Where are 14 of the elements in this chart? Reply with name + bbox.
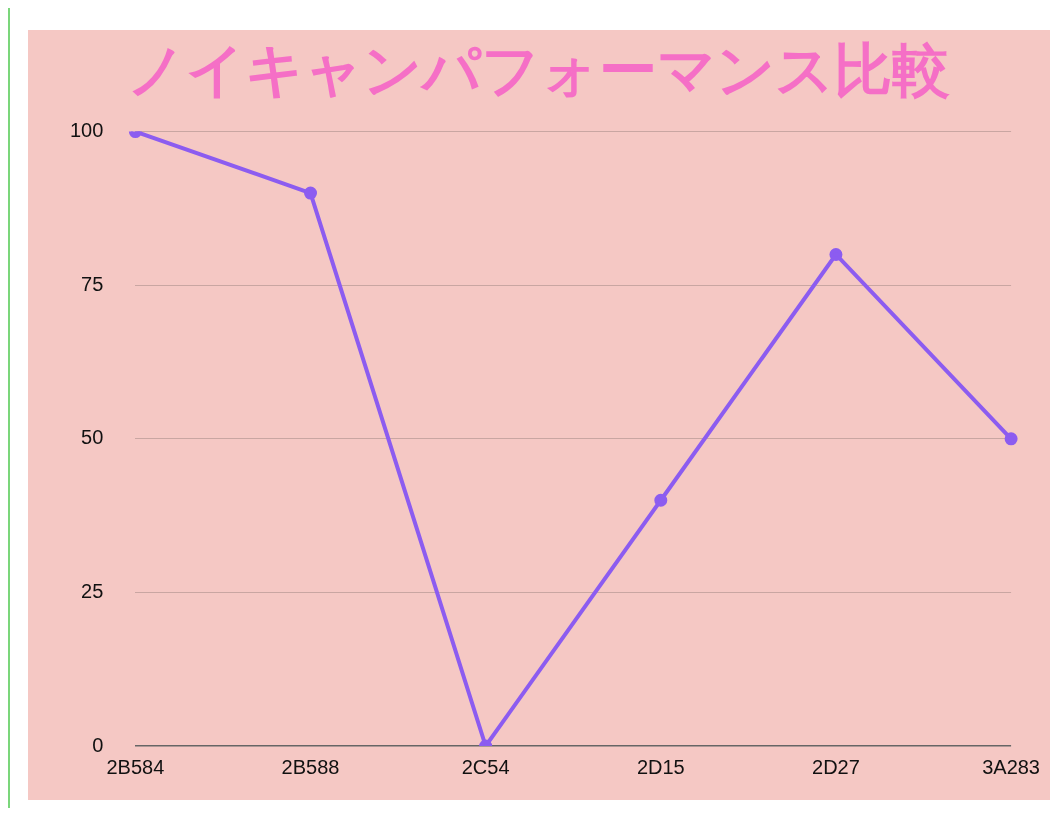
point <box>654 493 668 507</box>
x-tick-label: 2B588 <box>281 755 340 778</box>
point <box>1004 432 1018 446</box>
x-tick-label: 2B584 <box>106 755 165 778</box>
y-tick-label: 50 <box>81 426 104 449</box>
y-tick-label: 100 <box>69 119 104 142</box>
x-tick-label: 3A283 <box>982 755 1041 778</box>
chart-title: ノイキャンパフォーマンス比較 <box>126 35 950 104</box>
x-tick-label: 2D27 <box>812 755 860 778</box>
y-tick-label: 0 <box>92 733 104 756</box>
y-tick-label: 75 <box>81 272 104 295</box>
x-tick-label: 2C54 <box>461 755 510 778</box>
x-tick-label: 2D15 <box>636 755 685 778</box>
y-tick-label: 25 <box>81 579 104 602</box>
